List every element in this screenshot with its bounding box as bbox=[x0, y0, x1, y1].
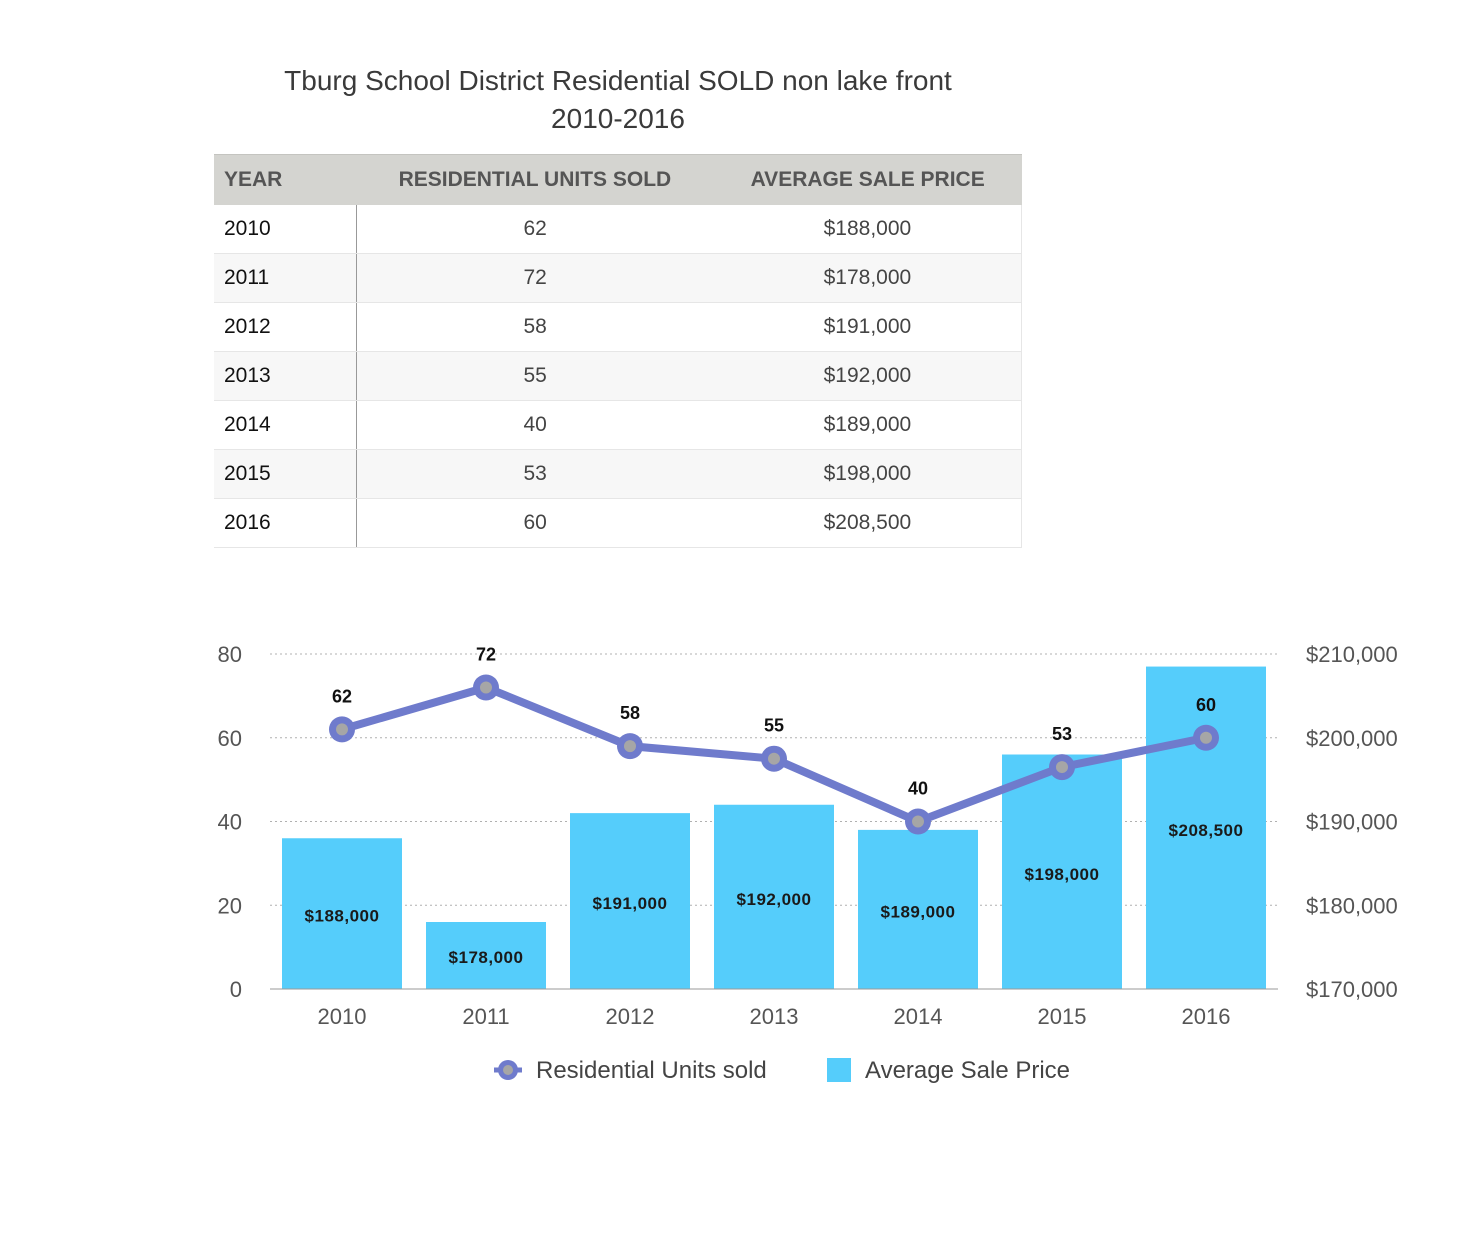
combo-chart: $188,000 $178,000 $191,000 $192,000 $189,000… bbox=[218, 642, 1398, 1084]
x-tick-label: 2010 bbox=[318, 1004, 367, 1029]
units-point-label: 55 bbox=[764, 716, 784, 736]
units-point-label: 72 bbox=[476, 645, 496, 665]
x-tick-label: 2015 bbox=[1038, 1004, 1087, 1029]
y-right-tick-label: $210,000 bbox=[1306, 642, 1398, 667]
cell-price: $191,000 bbox=[713, 302, 1022, 352]
cell-year: 2016 bbox=[214, 498, 357, 548]
price-bar-label: $188,000 bbox=[305, 907, 380, 926]
cell-price: $192,000 bbox=[713, 351, 1022, 401]
cell-year: 2010 bbox=[214, 205, 357, 254]
cell-price: $208,500 bbox=[713, 498, 1022, 548]
units-point-center bbox=[336, 723, 348, 736]
table-row: 2014 40 $189,000 bbox=[214, 400, 1022, 450]
legend-point-swatch-center bbox=[503, 1065, 513, 1075]
chart-title: Tburg School District Residential SOLD n… bbox=[214, 62, 1022, 138]
units-point-center bbox=[480, 681, 492, 694]
y-left-tick-label: 60 bbox=[218, 726, 242, 751]
price-bar bbox=[1146, 666, 1266, 989]
x-tick-label: 2013 bbox=[750, 1004, 799, 1029]
y-right-tick-label: $200,000 bbox=[1306, 726, 1398, 751]
y-right-tick-label: $170,000 bbox=[1306, 977, 1398, 1002]
units-point-label: 53 bbox=[1052, 724, 1072, 744]
price-bar bbox=[282, 838, 402, 989]
units-point-label: 60 bbox=[1196, 695, 1216, 715]
table-row: 2012 58 $191,000 bbox=[214, 302, 1022, 352]
cell-year: 2013 bbox=[214, 351, 357, 401]
cell-units: 72 bbox=[356, 253, 714, 303]
y-left-tick-label: 80 bbox=[218, 642, 242, 667]
price-bars: $188,000 $178,000 $191,000 $192,000 $189,000… bbox=[282, 666, 1266, 989]
cell-price: $189,000 bbox=[713, 400, 1022, 450]
y-right-tick-label: $190,000 bbox=[1306, 810, 1398, 835]
price-bar-label: $192,000 bbox=[737, 890, 812, 909]
units-point-label: 62 bbox=[332, 686, 352, 706]
table-row: 2010 62 $188,000 bbox=[214, 205, 1022, 254]
cell-year: 2014 bbox=[214, 400, 357, 450]
price-bar bbox=[858, 829, 978, 989]
table-header-row: YEAR RESIDENTIAL UNITS SOLD AVERAGE SALE… bbox=[214, 154, 1022, 205]
price-bar bbox=[426, 922, 546, 989]
price-bar bbox=[714, 804, 834, 989]
cell-year: 2011 bbox=[214, 253, 357, 303]
units-point-center bbox=[1056, 761, 1068, 774]
header-year: YEAR bbox=[214, 154, 356, 205]
table-row: 2011 72 $178,000 bbox=[214, 253, 1022, 303]
cell-price: $198,000 bbox=[713, 449, 1022, 499]
units-point-center bbox=[912, 815, 924, 828]
title-line-1: Tburg School District Residential SOLD n… bbox=[284, 65, 952, 96]
table-row: 2016 60 $208,500 bbox=[214, 498, 1022, 548]
units-point-label: 58 bbox=[620, 703, 640, 723]
header-average-price: AVERAGE SALE PRICE bbox=[713, 154, 1022, 205]
y-left-tick-label: 40 bbox=[218, 810, 242, 835]
price-bar-label: $208,500 bbox=[1169, 821, 1244, 840]
units-point-label: 40 bbox=[908, 779, 928, 799]
cell-units: 53 bbox=[356, 449, 714, 499]
cell-year: 2015 bbox=[214, 449, 357, 499]
cell-price: $188,000 bbox=[713, 205, 1022, 254]
table-row: 2015 53 $198,000 bbox=[214, 449, 1022, 499]
cell-units: 58 bbox=[356, 302, 714, 352]
price-bar-label: $178,000 bbox=[449, 948, 524, 967]
price-bar-label: $198,000 bbox=[1025, 865, 1100, 884]
y-left-tick-label: 0 bbox=[230, 977, 242, 1002]
axes: 0 20 40 60 80 $170,000 $180,000 $190,000 $200,00… bbox=[218, 642, 1398, 1029]
legend-label-price: Average Sale Price bbox=[865, 1057, 1070, 1084]
units-point-center bbox=[624, 740, 636, 753]
price-bar-label: $191,000 bbox=[593, 894, 668, 913]
x-tick-label: 2011 bbox=[462, 1004, 509, 1029]
x-tick-label: 2016 bbox=[1182, 1004, 1231, 1029]
header-units-sold: RESIDENTIAL UNITS SOLD bbox=[356, 154, 714, 205]
cell-units: 40 bbox=[356, 400, 714, 450]
legend: Residential Units sold Average Sale Price bbox=[494, 1057, 1070, 1084]
cell-units: 62 bbox=[356, 205, 714, 254]
units-point-center bbox=[768, 752, 780, 765]
legend-bar-swatch bbox=[827, 1058, 851, 1082]
legend-label-units: Residential Units sold bbox=[536, 1057, 767, 1084]
x-tick-label: 2014 bbox=[894, 1004, 943, 1029]
price-bar bbox=[570, 813, 690, 989]
cell-units: 55 bbox=[356, 351, 714, 401]
data-table: YEAR RESIDENTIAL UNITS SOLD AVERAGE SALE… bbox=[214, 154, 1022, 548]
price-bar-label: $189,000 bbox=[881, 902, 956, 921]
title-line-2: 2010-2016 bbox=[551, 103, 685, 134]
cell-units: 60 bbox=[356, 498, 714, 548]
cell-price: $178,000 bbox=[713, 253, 1022, 303]
x-tick-label: 2012 bbox=[606, 1004, 655, 1029]
table-row: 2013 55 $192,000 bbox=[214, 351, 1022, 401]
units-point-center bbox=[1200, 731, 1212, 744]
y-right-tick-label: $180,000 bbox=[1306, 893, 1398, 918]
cell-year: 2012 bbox=[214, 302, 357, 352]
price-bar bbox=[1002, 754, 1122, 989]
y-left-tick-label: 20 bbox=[218, 893, 242, 918]
units-line: 62 72 58 55 40 53 60 bbox=[329, 645, 1219, 835]
